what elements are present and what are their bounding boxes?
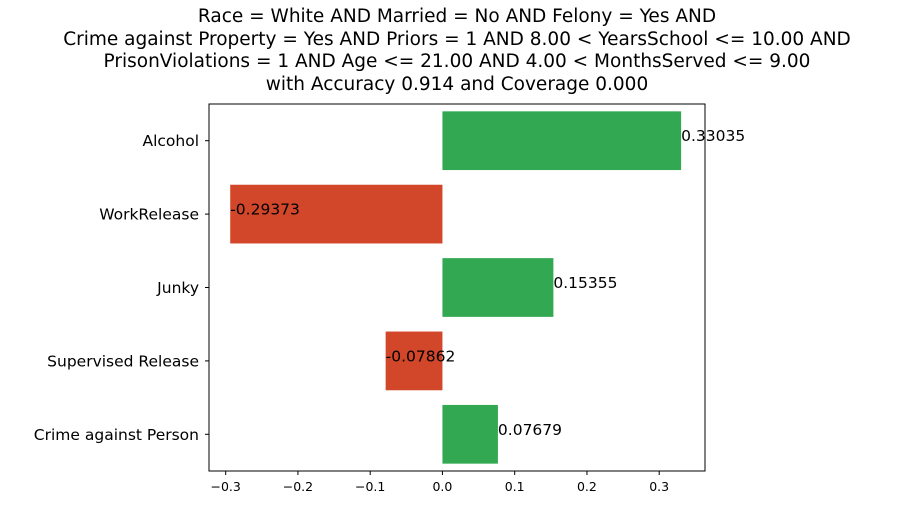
bar-alcohol xyxy=(442,111,682,171)
y-tick-label: Junky xyxy=(156,279,199,297)
y-tick-label: WorkRelease xyxy=(99,206,199,224)
bar-supervised-release xyxy=(385,331,443,391)
title-line-4: with Accuracy 0.914 and Coverage 0.000 xyxy=(265,73,649,95)
x-tick-label: −0.2 xyxy=(283,479,313,494)
bar-workrelease xyxy=(230,184,443,244)
x-tick-label: 0.2 xyxy=(577,479,597,494)
y-axis: Alcohol WorkRelease Junky Supervised Releas… xyxy=(34,132,209,444)
x-tick-label: 0.0 xyxy=(432,479,452,494)
bar-crime-against-person xyxy=(442,404,498,464)
title-line-2: Crime against Property = Yes AND Priors … xyxy=(63,28,851,50)
bar-value-label: 0.33035 xyxy=(681,127,745,145)
bar-labels-group: 0.33035 -0.29373 0.15355 -0.07862 0.07679 xyxy=(230,127,745,439)
x-tick-label: 0.3 xyxy=(649,479,669,494)
y-tick-label: Alcohol xyxy=(142,132,199,150)
x-tick-label: −0.3 xyxy=(211,479,241,494)
y-tick-label: Supervised Release xyxy=(47,352,199,370)
x-axis: −0.3 −0.2 −0.1 0.0 0.1 0.2 0.3 xyxy=(211,471,669,494)
bar-value-label: -0.29373 xyxy=(230,201,300,219)
x-tick-label: 0.1 xyxy=(505,479,525,494)
x-tick-label: −0.1 xyxy=(355,479,385,494)
y-tick-label: Crime against Person xyxy=(34,426,199,444)
title-line-1: Race = White AND Married = No AND Felony… xyxy=(197,6,717,27)
bar-value-label: 0.07679 xyxy=(498,421,562,439)
title-line-3: PrisonViolations = 1 AND Age <= 21.00 AN… xyxy=(103,51,811,72)
bars-group xyxy=(230,111,682,464)
chart-title: Race = White AND Married = No AND Felony… xyxy=(0,6,914,96)
bar-junky xyxy=(442,258,554,317)
bar-value-label: -0.07862 xyxy=(386,347,456,365)
bar-value-label: 0.15355 xyxy=(553,274,617,292)
